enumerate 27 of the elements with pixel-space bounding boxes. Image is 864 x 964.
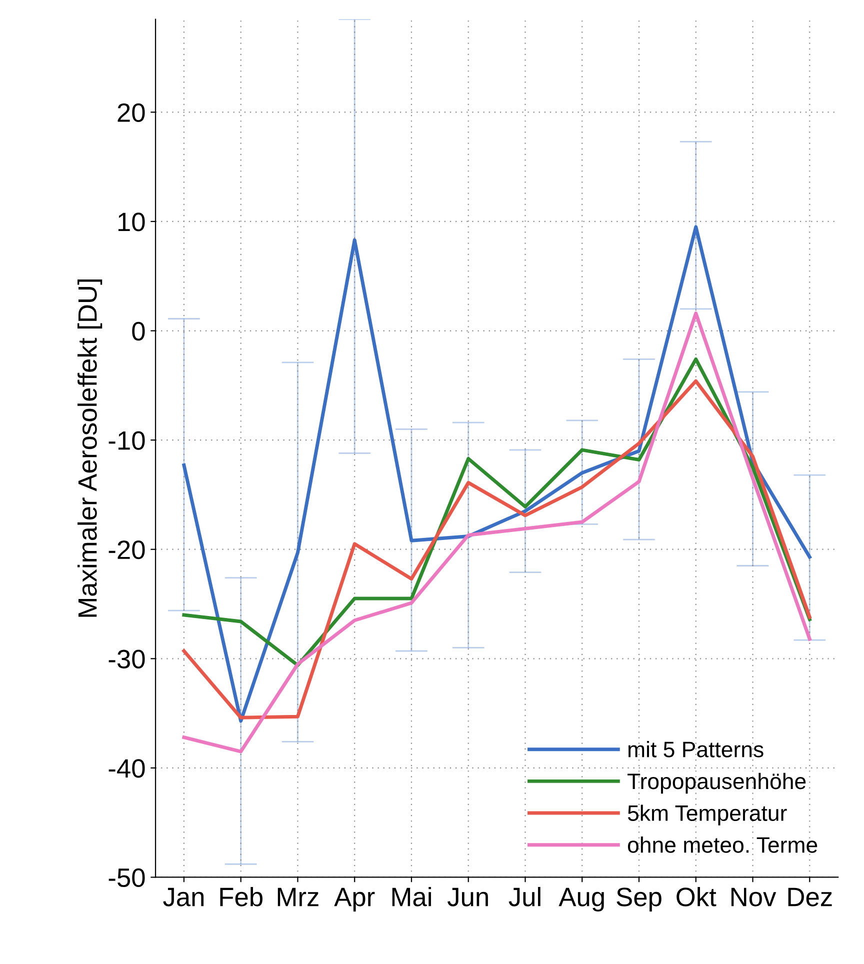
y-tick-label: 10 bbox=[118, 212, 145, 232]
x-tick-label: Feb bbox=[220, 886, 262, 906]
x-tick-label: Jun bbox=[448, 888, 488, 906]
y-tick-label: 0 bbox=[132, 322, 145, 341]
x-tick-label: Sep bbox=[616, 888, 662, 912]
y-axis-title: Maximaler Aerosoleffekt [DU] bbox=[78, 280, 102, 617]
legend-label: mit 5 Patterns bbox=[628, 741, 764, 758]
x-tick-label: Okt bbox=[676, 886, 716, 906]
x-tick-label: Jul bbox=[508, 886, 540, 906]
legend-label: 5km Temperatur bbox=[628, 804, 787, 826]
y-tick-label: -20 bbox=[108, 540, 145, 560]
x-tick-label: Apr bbox=[334, 888, 375, 912]
x-tick-label: Mai bbox=[392, 886, 431, 906]
y-tick-label: -50 bbox=[108, 868, 145, 888]
line-series bbox=[182, 225, 812, 723]
x-tick-label: Mrz bbox=[278, 888, 318, 906]
y-tick-label: 20 bbox=[118, 103, 145, 122]
legend-label: ohne meteo. Terme bbox=[628, 836, 818, 853]
line-series bbox=[182, 379, 812, 720]
y-tick-label: -40 bbox=[108, 759, 145, 778]
x-tick-label: Jan bbox=[163, 888, 204, 906]
x-tick-label: Aug bbox=[558, 888, 604, 912]
x-tick-label: Dez bbox=[788, 888, 832, 906]
legend-label: Tropopausenhöhe bbox=[628, 772, 806, 794]
x-tick-label: Nov bbox=[731, 888, 776, 906]
y-tick-label: -10 bbox=[108, 431, 145, 450]
y-tick-label: -30 bbox=[108, 650, 145, 668]
